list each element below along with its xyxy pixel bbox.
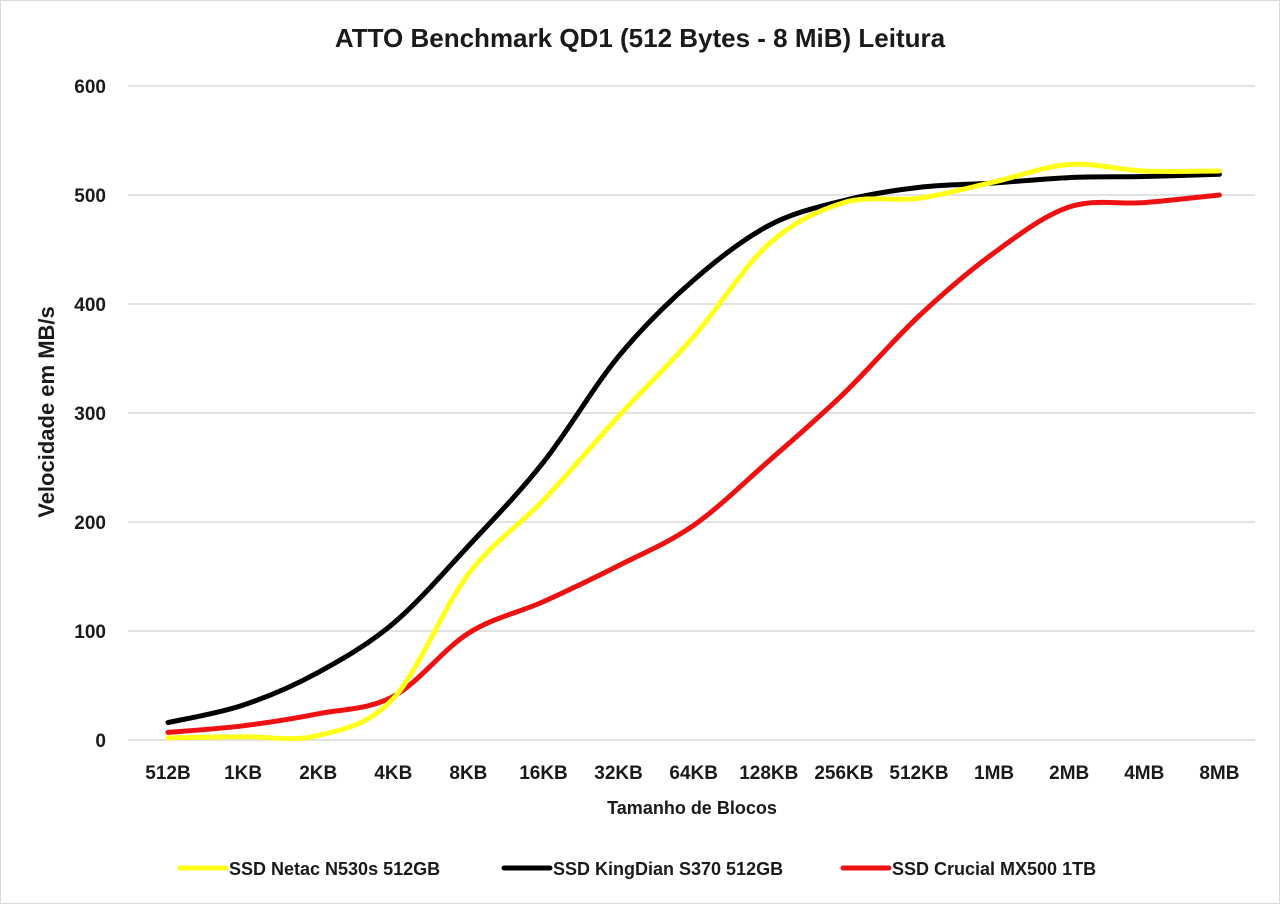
legend-label: SSD Netac N530s 512GB <box>229 859 440 879</box>
x-tick-label: 2MB <box>1049 763 1089 784</box>
x-tick-label: 512KB <box>889 763 948 784</box>
y-axis-ticks: 0 100 200 300 400 500 600 <box>74 77 106 752</box>
x-tick-label: 8KB <box>449 763 487 784</box>
series-line-ssd-netac-n530s-512gb <box>165 161 1222 742</box>
x-tick-label: 512B <box>145 763 190 784</box>
y-tick-label: 200 <box>74 513 106 534</box>
x-tick-label: 1MB <box>974 763 1014 784</box>
x-tick-label: 2KB <box>299 763 337 784</box>
y-tick-label: 500 <box>74 186 106 207</box>
y-tick-label: 0 <box>95 731 106 752</box>
x-tick-label: 16KB <box>519 763 568 784</box>
series-lines <box>165 161 1222 742</box>
x-axis-ticks: 512B 1KB 2KB 4KB 8KB 16KB 32KB 64KB 128KB 256KB 51… <box>145 763 1239 784</box>
legend: SSD Netac N530s 512GB SSD KingDian S370 5… <box>177 859 1096 879</box>
y-tick-label: 300 <box>74 404 106 425</box>
x-tick-label: 4MB <box>1124 763 1164 784</box>
x-tick-label: 1KB <box>224 763 262 784</box>
y-tick-label: 600 <box>74 77 106 98</box>
y-axis-label: Velocidade em MB/s <box>34 306 59 518</box>
x-tick-label: 8MB <box>1199 763 1239 784</box>
series-line-ssd-kingdian-s370-512gb <box>165 171 1222 726</box>
x-axis-label: Tamanho de Blocos <box>607 798 777 818</box>
x-tick-label: 128KB <box>739 763 798 784</box>
y-tick-label: 400 <box>74 295 106 316</box>
gridlines <box>128 85 1255 741</box>
x-tick-label: 64KB <box>669 763 718 784</box>
legend-label: SSD KingDian S370 512GB <box>553 859 783 879</box>
legend-label: SSD Crucial MX500 1TB <box>892 859 1096 879</box>
chart-title: ATTO Benchmark QD1 (512 Bytes - 8 MiB) L… <box>335 23 946 53</box>
y-tick-label: 100 <box>74 622 106 643</box>
x-tick-label: 4KB <box>374 763 412 784</box>
x-tick-label: 256KB <box>814 763 873 784</box>
x-tick-label: 32KB <box>594 763 643 784</box>
series-line-ssd-crucial-mx500-1tb <box>165 192 1222 735</box>
